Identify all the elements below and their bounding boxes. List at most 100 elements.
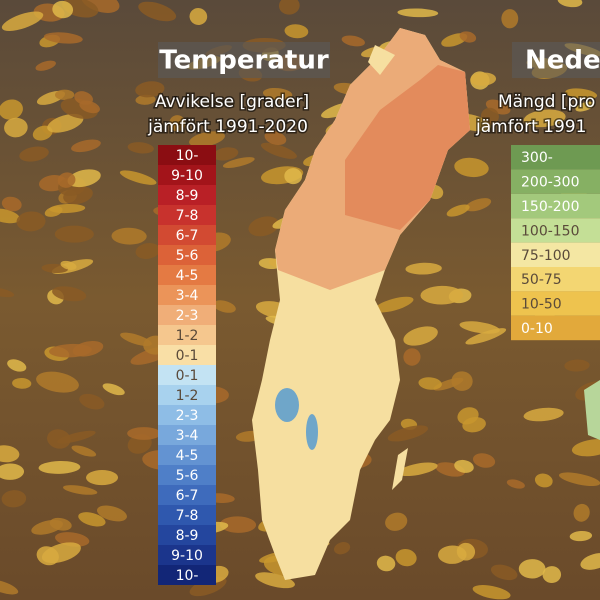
legend-label: 2-3 (176, 408, 199, 424)
legend-label: 3-4 (176, 288, 199, 304)
leaf (457, 407, 479, 425)
legend-label: 5-6 (176, 468, 199, 484)
legend-swatch (158, 505, 216, 525)
leaf (374, 296, 414, 313)
subtitle: Avvikelse [grader] (155, 92, 309, 112)
subtitle: jämfört 1991-2020 (147, 117, 308, 137)
leaf (127, 142, 154, 154)
leaf (403, 326, 438, 346)
legend-swatch (158, 245, 216, 265)
leaf (501, 9, 519, 29)
leaf (135, 81, 165, 98)
legend-swatch (158, 425, 216, 445)
legend-label: 3-4 (176, 428, 199, 444)
leaf (169, 115, 186, 132)
legend-swatch (158, 205, 216, 225)
leaf (1, 490, 27, 508)
leaf (420, 285, 464, 305)
legend-label: 1-2 (176, 388, 199, 404)
legend-label: 0-1 (176, 368, 199, 384)
leaf (459, 31, 477, 43)
leaf (4, 117, 28, 138)
leaf (138, 1, 177, 22)
leaf (119, 170, 157, 185)
title: Neder (525, 46, 600, 76)
leaf (557, 0, 583, 8)
leaf (0, 579, 19, 595)
legend-swatch (158, 285, 216, 305)
leaf (62, 485, 98, 495)
leaf (135, 243, 160, 259)
legend-label: 10- (176, 148, 199, 164)
leaf (397, 462, 438, 477)
leaf (0, 99, 23, 120)
leaf (49, 343, 92, 358)
leaf (41, 542, 81, 564)
legend-swatch (158, 305, 216, 325)
legend-swatch (511, 169, 600, 194)
leaf (418, 377, 442, 390)
leaf (0, 208, 21, 224)
leaf (523, 407, 564, 422)
legend-swatch (158, 565, 216, 585)
title-box (512, 42, 600, 78)
leaf (534, 473, 553, 488)
leaf (542, 566, 562, 584)
leaf (284, 168, 303, 185)
leaf (569, 530, 593, 542)
legend-label: 75-100 (521, 248, 571, 264)
leaf (57, 172, 76, 188)
leaf (465, 198, 492, 212)
subtitle: jämfört 1991 (475, 117, 586, 137)
leaf (523, 109, 566, 128)
legend-label: 6-7 (176, 228, 199, 244)
legend-label: 4-5 (176, 448, 199, 464)
leaf (451, 371, 473, 391)
leaf (470, 72, 497, 86)
leaf (54, 89, 75, 100)
leaf (255, 572, 295, 589)
legend-swatch (158, 385, 216, 405)
leaf (395, 549, 417, 567)
legend-swatch (158, 405, 216, 425)
leaf (135, 94, 156, 105)
legend-swatch (158, 365, 216, 385)
leaf (248, 216, 279, 237)
legend-label: 9-10 (171, 548, 203, 564)
legend-swatch (158, 145, 216, 165)
leaf (47, 429, 71, 449)
leaf (52, 286, 87, 302)
leaf (454, 157, 489, 178)
legend-label: 1-2 (176, 328, 199, 344)
leaf (1, 11, 44, 31)
legend-swatch (158, 485, 216, 505)
leaf (490, 564, 518, 581)
leaf (54, 225, 94, 243)
legend-swatch (158, 325, 216, 345)
legend-label: 0-10 (521, 321, 553, 337)
legend-swatch (158, 165, 216, 185)
legend-label: 4-5 (176, 268, 199, 284)
leaf (506, 479, 525, 489)
leaf (60, 260, 77, 270)
leaf (387, 425, 429, 442)
leaf (260, 142, 297, 159)
legend-swatch (158, 265, 216, 285)
leaf (79, 393, 105, 410)
leaf (0, 287, 15, 298)
title-box (158, 42, 330, 78)
legend-label: 5-6 (176, 248, 199, 264)
leaf (71, 445, 97, 457)
legend-swatch (158, 345, 216, 365)
leaf (264, 130, 287, 146)
leaf (12, 378, 32, 389)
leaf (571, 439, 600, 457)
legend-label: 9-10 (171, 168, 203, 184)
leaf (472, 585, 511, 600)
legend-swatch (158, 445, 216, 465)
legend-label: 100-150 (521, 223, 580, 239)
leaf (49, 203, 86, 214)
legend-label: 7-8 (176, 508, 199, 524)
leaf (111, 227, 147, 245)
